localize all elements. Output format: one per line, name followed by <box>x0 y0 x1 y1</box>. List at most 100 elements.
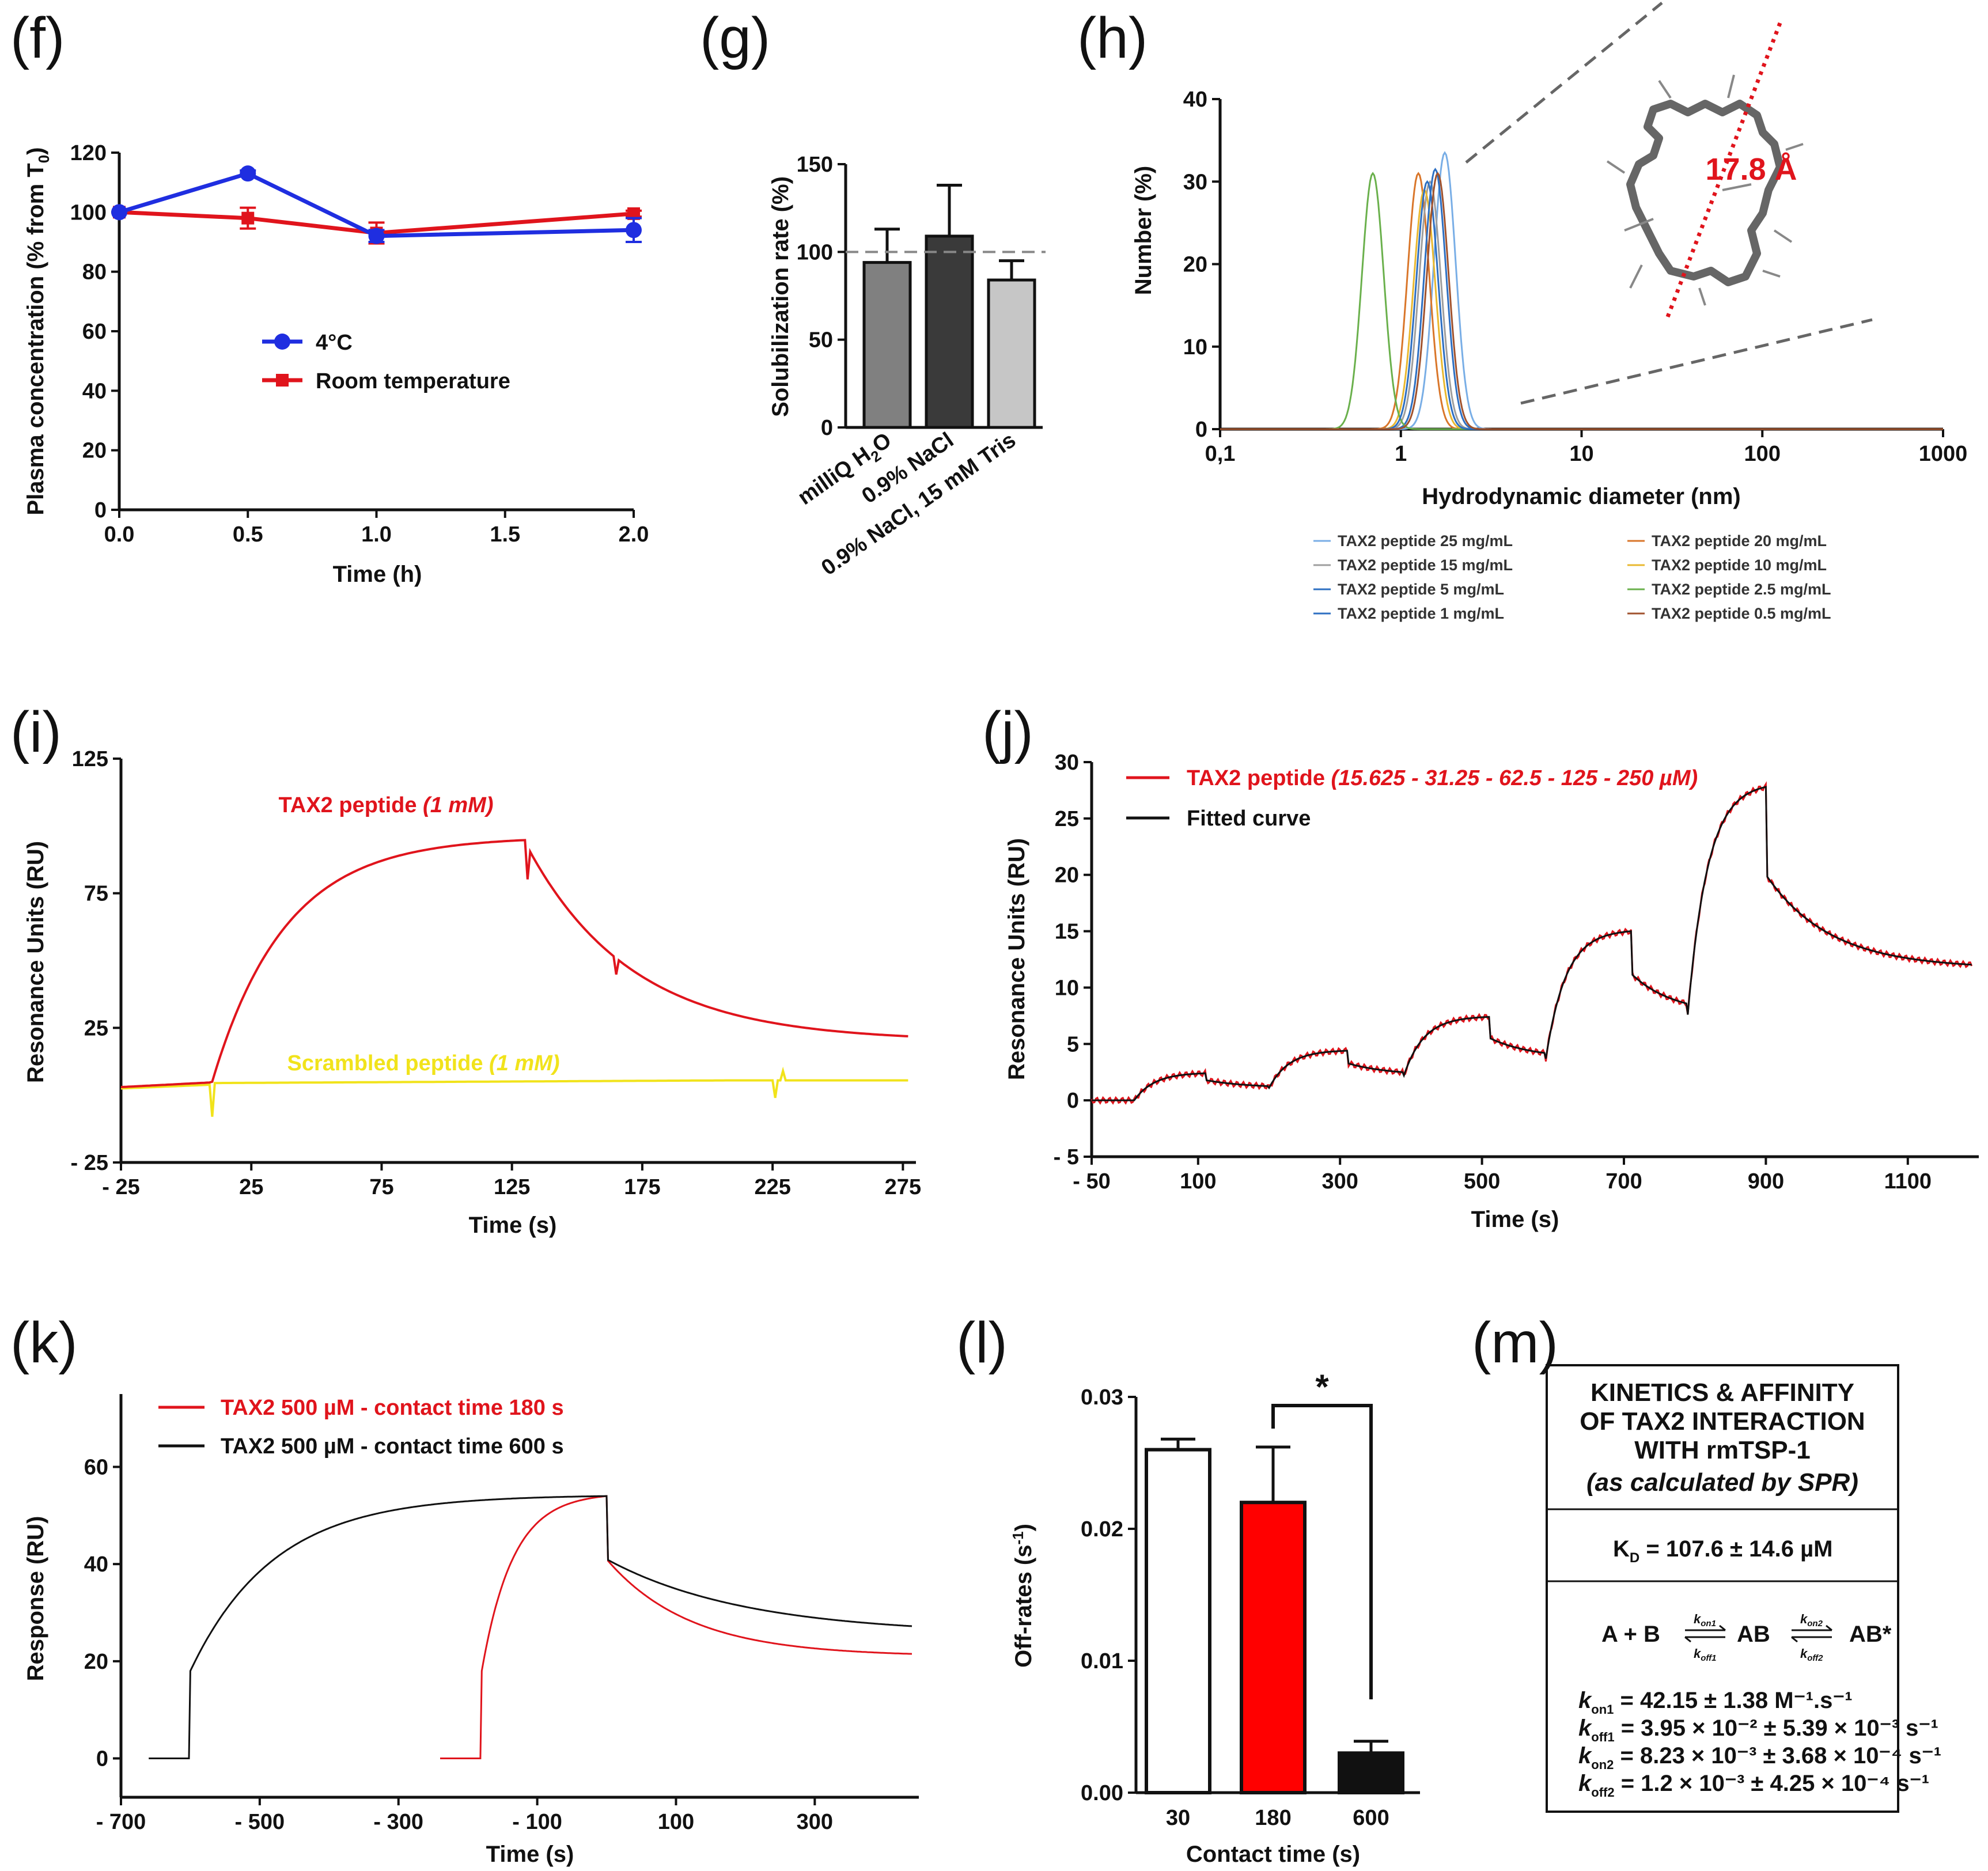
kinetics-frame <box>1546 1364 1899 1813</box>
y-tick-label: 40 <box>84 1552 108 1577</box>
chart-i: - 25 25 75 125 - 25 25 75 125 175 225 275 Time (s) R… <box>23 747 921 1238</box>
x-tick-label: 1000 <box>1919 442 1968 466</box>
legend-label: TAX2 peptide 10 mg/mL <box>1652 556 1827 574</box>
reverse-arrow-icon <box>1791 1636 1832 1643</box>
x-tick-label: 900 <box>1748 1169 1784 1194</box>
y-tick-label: 0.01 <box>1081 1649 1123 1673</box>
y-tick-label: 100 <box>797 240 833 264</box>
chart-k: 0 20 40 60 - 700 - 500 - 300 - 100 100 300 Time (s… <box>23 1394 919 1867</box>
x-tick-label: - 700 <box>96 1810 146 1834</box>
x-tick-label: 225 <box>754 1175 790 1199</box>
koff1-label: koff1 <box>1694 1646 1716 1663</box>
x-axis-label: Time (s) <box>469 1213 557 1238</box>
series-line-0 <box>118 171 634 238</box>
bar <box>925 234 974 429</box>
y-tick-label: 0.03 <box>1081 1385 1123 1410</box>
y-tick-label: 10 <box>1055 976 1079 1000</box>
x-tick-label: 1.5 <box>490 522 520 547</box>
contact-180s-curve <box>440 1495 912 1759</box>
koff2-label: koff2 <box>1800 1646 1823 1663</box>
x-axis-label: Time (s) <box>486 1842 574 1867</box>
legend-marker <box>274 334 290 350</box>
kinetic-constant: kon1 = 42.15 ± 1.38 M⁻¹.s⁻¹ <box>1578 1688 1853 1717</box>
forward-arrow-icon <box>1792 1624 1832 1631</box>
kinetic-constant: kon2 = 8.23 × 10⁻³ ± 3.68 × 10⁻⁴ s⁻¹ <box>1578 1743 1941 1772</box>
size-distribution-curve <box>1220 180 1943 430</box>
forward-arrow-icon <box>1685 1624 1726 1631</box>
y-tick-label: 60 <box>82 320 107 344</box>
legend-label: Room temperature <box>316 369 510 393</box>
diameter-annotation: 17.8 Å <box>1705 152 1797 187</box>
legend-label: TAX2 peptide 15 mg/mL <box>1338 556 1513 574</box>
size-distribution-curve <box>1220 180 1943 430</box>
y-tick-label: 0 <box>821 416 833 440</box>
x-tick-label: 300 <box>1321 1169 1358 1194</box>
y-tick-label: 30 <box>1055 751 1079 775</box>
legend-label: 4°C <box>316 331 353 355</box>
y-axis-label: Number (%) <box>1131 166 1156 295</box>
legend-label: TAX2 peptide 5 mg/mL <box>1338 581 1504 598</box>
backbone <box>1626 100 1784 286</box>
zoom-line <box>1520 318 1873 405</box>
panel-label-g: (g) <box>700 6 770 70</box>
x-tick-label: 275 <box>885 1175 921 1199</box>
legend-label: TAX2 500 µM - contact time 600 s <box>221 1434 564 1459</box>
y-tick-label: 50 <box>809 328 833 353</box>
tax2-peptide-curve <box>120 839 908 1089</box>
data-point <box>111 204 127 221</box>
y-tick-label: 25 <box>84 1016 108 1040</box>
x-tick-label: 175 <box>624 1175 660 1199</box>
y-axis-label: Resonance Units (RU) <box>23 841 48 1083</box>
y-tick-label: 150 <box>797 153 833 177</box>
y-axis-label: Response (RU) <box>23 1516 48 1681</box>
size-distribution-curve <box>1220 168 1943 430</box>
y-axis-label: Solubilization rate (%) <box>768 176 793 417</box>
y-tick-label: 30 <box>1183 170 1207 194</box>
legend-label: TAX2 peptide 25 mg/mL <box>1338 532 1513 550</box>
y-tick-label: 20 <box>1183 253 1207 277</box>
y-tick-label: 40 <box>1183 88 1207 112</box>
legend-label: Fitted curve <box>1187 806 1311 831</box>
y-tick-label: 0 <box>96 1747 108 1771</box>
panel-label-k: (k) <box>10 1311 78 1375</box>
y-tick-label: 40 <box>82 379 107 403</box>
y-axis-label: Resonance Units (RU) <box>1004 838 1029 1080</box>
x-tick-label: 100 <box>1744 442 1781 466</box>
kinetics-title-line: WITH rmTSP-1 <box>1634 1436 1811 1464</box>
y-axis-label: Plasma concentration (% from T0) <box>23 147 52 515</box>
y-tick-label: 60 <box>84 1456 108 1480</box>
bar <box>1145 1448 1211 1795</box>
x-tick-label: 700 <box>1605 1169 1642 1194</box>
reverse-arrow-icon <box>1684 1636 1725 1643</box>
legend-label: TAX2 peptide (15.625 - 31.25 - 62.5 - 12… <box>1187 766 1698 790</box>
x-tick-label: 100 <box>658 1810 694 1834</box>
size-distribution-curve <box>1220 172 1943 430</box>
panel-label-f: (f) <box>10 6 65 70</box>
x-tick-label: 1 <box>1395 442 1407 466</box>
y-tick-label: 0 <box>94 498 107 522</box>
y-tick-label: 0 <box>1195 418 1207 442</box>
x-axis-label: Time (s) <box>1471 1207 1559 1232</box>
x-tick-label: 10 <box>1569 442 1593 466</box>
bar <box>862 261 912 429</box>
kinetics-subtitle: (as calculated by SPR) <box>1586 1468 1858 1497</box>
bar <box>987 278 1036 429</box>
y-tick-label: 100 <box>70 200 107 225</box>
y-tick-label: - 25 <box>71 1151 108 1175</box>
x-tick-label: 100 <box>1180 1169 1216 1194</box>
chart-h: 0 10 20 30 40 0,1 1 10 100 1000 Hydrodynamic diame… <box>1131 2 1968 622</box>
panel-label-i: (i) <box>10 700 62 764</box>
x-tick-label: 300 <box>797 1810 833 1834</box>
y-axis-label: Off-rates (s-1) <box>1009 1524 1036 1668</box>
x-tick-label: - 300 <box>373 1810 423 1834</box>
y-tick-label: 25 <box>1055 807 1079 831</box>
panel-label-h: (h) <box>1077 6 1148 70</box>
y-tick-label: 125 <box>72 747 108 771</box>
x-axis-label: Contact time (s) <box>1186 1842 1360 1867</box>
x-tick-label: - 500 <box>235 1810 285 1834</box>
bar <box>1240 1501 1307 1794</box>
panel-label-l: (l) <box>956 1311 1008 1375</box>
y-tick-label: 20 <box>82 439 107 463</box>
